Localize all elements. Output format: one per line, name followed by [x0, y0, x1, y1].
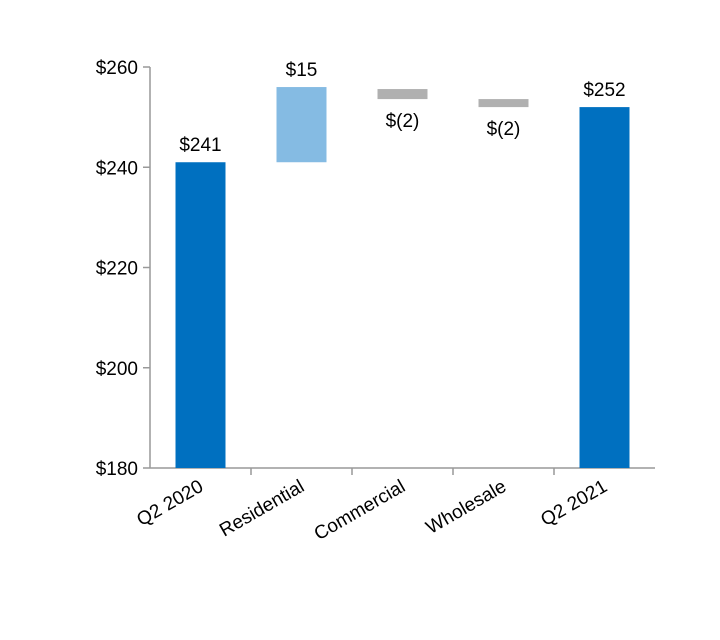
category-label: Residential — [216, 476, 308, 541]
bar-q2-2020 — [175, 162, 226, 469]
category-label: Q2 2021 — [537, 476, 611, 531]
category-label: Commercial — [311, 476, 409, 545]
bars — [175, 87, 630, 469]
category-label: Wholesale — [423, 476, 510, 539]
bar-q2-2021 — [579, 107, 630, 468]
y-tick-label: $200 — [96, 359, 138, 380]
data-label: $252 — [583, 80, 625, 101]
bar-residential — [276, 87, 327, 163]
y-tick-label: $260 — [96, 58, 138, 79]
y-tick-label: $220 — [96, 259, 138, 280]
y-tick-label: $240 — [96, 158, 138, 179]
category-label: Q2 2020 — [133, 476, 207, 531]
bar-commercial — [377, 89, 428, 100]
bar-wholesale — [478, 99, 529, 108]
data-label: $241 — [179, 135, 221, 156]
data-label: $(2) — [487, 119, 521, 140]
data-label: $(2) — [386, 111, 420, 132]
y-tick-label: $180 — [96, 459, 138, 480]
axes: $180 $200 $220 $240 $260 — [96, 58, 655, 480]
data-label: $15 — [286, 60, 318, 81]
